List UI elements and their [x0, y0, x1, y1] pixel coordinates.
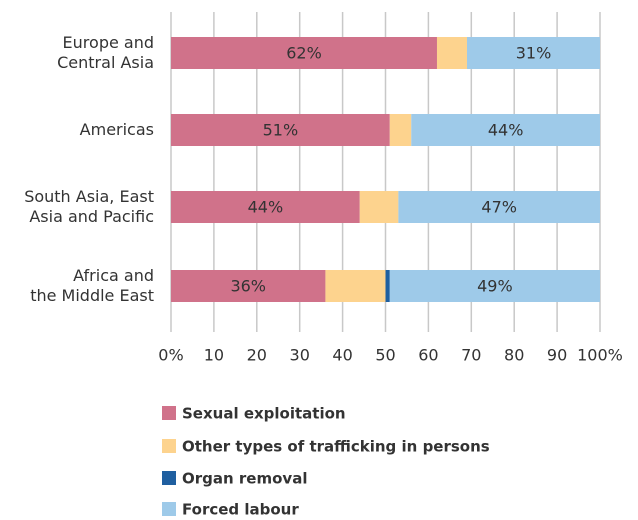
data-label: 51%: [263, 121, 299, 140]
bar-segment: [359, 191, 399, 223]
x-tick-label: 10: [204, 346, 224, 365]
legend-label: Sexual exploitation: [182, 405, 346, 423]
x-tick-label: 60: [418, 346, 438, 365]
legend-swatch: [162, 406, 176, 420]
bar-segment: [171, 114, 390, 146]
bar-segment: [398, 191, 600, 223]
data-label: 49%: [477, 277, 513, 296]
bar-segment: [436, 37, 468, 69]
x-tick-label: 0%: [158, 346, 183, 365]
x-tick-label: 30: [290, 346, 310, 365]
bar-segment: [385, 270, 390, 302]
bar-segment: [171, 191, 360, 223]
data-label: 36%: [230, 277, 266, 296]
legend-swatch: [162, 471, 176, 485]
bar-segment: [171, 270, 326, 302]
bar-segment: [389, 114, 412, 146]
data-label: 31%: [516, 44, 552, 63]
bar-segment: [467, 37, 600, 69]
legend-swatch: [162, 439, 176, 453]
bar-segment: [411, 114, 600, 146]
category-label: Africa and the Middle East: [30, 266, 154, 305]
legend-label: Other types of trafficking in persons: [182, 438, 490, 456]
category-label: South Asia, East Asia and Pacific: [24, 187, 154, 226]
bar-segment: [325, 270, 386, 302]
legend-label: Organ removal: [182, 470, 307, 488]
x-tick-label: 70: [461, 346, 481, 365]
bar-segment: [389, 270, 600, 302]
data-label: 47%: [481, 198, 517, 217]
data-label: 44%: [488, 121, 524, 140]
bar-segment: [171, 37, 437, 69]
x-tick-label: 50: [375, 346, 395, 365]
x-tick-label: 90: [547, 346, 567, 365]
legend-swatch: [162, 502, 176, 516]
category-label: Americas: [79, 120, 154, 139]
x-tick-label: 80: [504, 346, 524, 365]
x-tick-label: 20: [247, 346, 267, 365]
data-label: 62%: [286, 44, 322, 63]
x-tick-label: 100%: [577, 346, 623, 365]
x-tick-label: 40: [332, 346, 352, 365]
legend-label: Forced labour: [182, 501, 299, 519]
data-label: 44%: [248, 198, 284, 217]
category-label: Europe and Central Asia: [57, 33, 154, 72]
